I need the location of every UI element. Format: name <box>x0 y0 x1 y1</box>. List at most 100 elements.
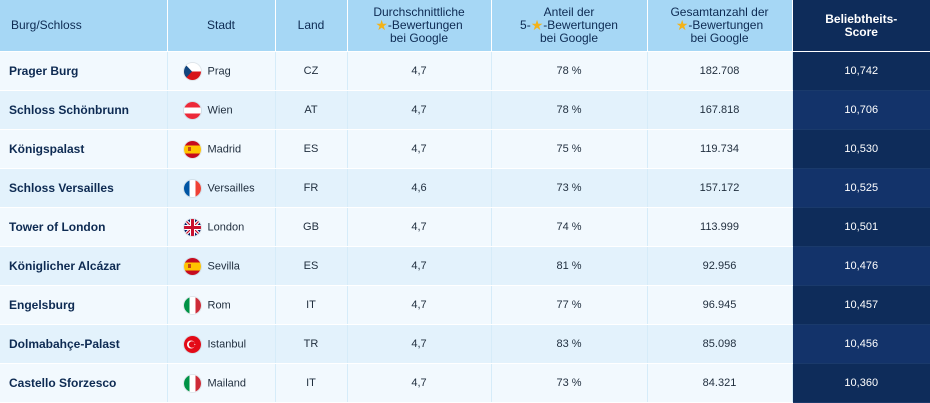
fr-flag-icon <box>183 179 201 197</box>
city-cell: Mailand <box>167 363 276 403</box>
total-ratings: 113.999 <box>647 207 793 247</box>
castle-name: Königlicher Alcázar <box>0 246 168 286</box>
country-code: CZ <box>275 51 348 91</box>
at-flag-icon <box>183 101 201 119</box>
avg-rating: 4,7 <box>347 129 492 169</box>
five-star-share: 73 % <box>491 168 648 208</box>
country-code: IT <box>275 363 348 403</box>
avg-rating: 4,7 <box>347 246 492 286</box>
castle-name: Schloss Schönbrunn <box>0 90 168 130</box>
castle-name: Königspalast <box>0 129 168 169</box>
city-name: Wien <box>207 104 233 116</box>
table-row: Königspalast Madrid ES 4,7 75 % 119.734 10,530 <box>0 129 930 169</box>
avg-rating: 4,6 <box>347 168 492 208</box>
country-code: IT <box>275 285 348 325</box>
castle-name: Tower of London <box>0 207 168 247</box>
star-icon: ★ <box>375 17 388 33</box>
total-ratings: 85.098 <box>647 324 793 364</box>
header-share-line2a: 5- <box>520 18 531 32</box>
country-code: FR <box>275 168 348 208</box>
country-code: AT <box>275 90 348 130</box>
popularity-score: 10,742 <box>792 51 930 91</box>
header-avg-line1: Durchschnittliche <box>373 5 465 19</box>
table-row: Dolmabahçe-Palast Istanbul TR 4,7 83 % 85.098… <box>0 324 930 364</box>
header-share-line2b: -Bewertungen <box>543 18 618 32</box>
city-cell: Rom <box>167 285 276 325</box>
es-flag-icon <box>183 257 201 275</box>
header-country: Land <box>275 0 348 52</box>
total-ratings: 157.172 <box>647 168 793 208</box>
castle-name: Schloss Versailles <box>0 168 168 208</box>
popularity-score: 10,501 <box>792 207 930 247</box>
header-five-star-share: Anteil der 5-★-Bewertungen bei Google <box>491 0 648 52</box>
city-cell: Madrid <box>167 129 276 169</box>
cz-flag-icon <box>183 62 201 80</box>
star-icon: ★ <box>530 17 544 33</box>
castle-name: Engelsburg <box>0 285 168 325</box>
avg-rating: 4,7 <box>347 90 492 130</box>
five-star-share: 78 % <box>491 90 648 130</box>
header-row: Burg/Schloss Stadt Land Durchschnittlich… <box>0 0 930 52</box>
avg-rating: 4,7 <box>347 285 492 325</box>
popularity-score: 10,360 <box>792 363 930 403</box>
header-avg-line2: -Bewertungen <box>387 18 463 32</box>
table-row: Engelsburg Rom IT 4,7 77 % 96.945 10,457 <box>0 285 930 325</box>
tr-flag-icon <box>183 335 201 353</box>
gb-flag-icon <box>183 218 201 236</box>
castle-name: Dolmabahçe-Palast <box>0 324 168 364</box>
city-cell: Istanbul <box>167 324 276 364</box>
header-share-line1: Anteil der <box>543 5 595 19</box>
castle-name: Castello Sforzesco <box>0 363 168 403</box>
city-name: Prag <box>207 65 231 77</box>
header-total-line2: -Bewertungen <box>688 18 764 32</box>
header-total-line1: Gesamtanzahl der <box>670 5 769 19</box>
city-name: Rom <box>207 299 231 311</box>
total-ratings: 119.734 <box>647 129 793 169</box>
total-ratings: 96.945 <box>647 285 793 325</box>
avg-rating: 4,7 <box>347 324 492 364</box>
total-ratings: 182.708 <box>647 51 793 91</box>
country-code: GB <box>275 207 348 247</box>
five-star-share: 73 % <box>491 363 648 403</box>
es-flag-icon <box>183 140 201 158</box>
popularity-score: 10,706 <box>792 90 930 130</box>
popularity-score: 10,476 <box>792 246 930 286</box>
country-code: ES <box>275 129 348 169</box>
city-name: Sevilla <box>207 260 240 272</box>
table-row: Schloss Schönbrunn Wien AT 4,7 78 % 167.818 10… <box>0 90 930 130</box>
header-share-line3: bei Google <box>539 31 599 45</box>
city-name: Madrid <box>207 143 242 155</box>
avg-rating: 4,7 <box>347 51 492 91</box>
five-star-share: 78 % <box>491 51 648 91</box>
popularity-score: 10,525 <box>792 168 930 208</box>
city-cell: Prag <box>167 51 276 91</box>
header-avg-rating: Durchschnittliche ★-Bewertungen bei Goog… <box>347 0 492 52</box>
header-castle: Burg/Schloss <box>0 0 168 52</box>
city-name: London <box>207 221 245 233</box>
table-row: Tower of London London GB 4,7 74 % 113.999 10,… <box>0 207 930 247</box>
popularity-score: 10,456 <box>792 324 930 364</box>
star-icon: ★ <box>675 17 689 33</box>
castle-name: Prager Burg <box>0 51 168 91</box>
five-star-share: 83 % <box>491 324 648 364</box>
table-row: Königlicher Alcázar Sevilla ES 4,7 81 % 92.95… <box>0 246 930 286</box>
city-name: Istanbul <box>207 338 247 350</box>
five-star-share: 74 % <box>491 207 648 247</box>
total-ratings: 92.956 <box>647 246 793 286</box>
popularity-score: 10,457 <box>792 285 930 325</box>
header-city: Stadt <box>167 0 276 52</box>
country-code: ES <box>275 246 348 286</box>
city-cell: London <box>167 207 276 247</box>
total-ratings: 167.818 <box>647 90 793 130</box>
header-score: Beliebtheits- Score <box>792 0 930 52</box>
popularity-score: 10,530 <box>792 129 930 169</box>
city-cell: Wien <box>167 90 276 130</box>
table-row: Prager Burg Prag CZ 4,7 78 % 182.708 10,742 <box>0 51 930 91</box>
country-code: TR <box>275 324 348 364</box>
header-total-line3: bei Google <box>690 31 749 45</box>
table-row: Schloss Versailles Versailles FR 4,6 73 % 157… <box>0 168 930 208</box>
avg-rating: 4,7 <box>347 363 492 403</box>
avg-rating: 4,7 <box>347 207 492 247</box>
header-score-line2: Score <box>844 24 878 39</box>
